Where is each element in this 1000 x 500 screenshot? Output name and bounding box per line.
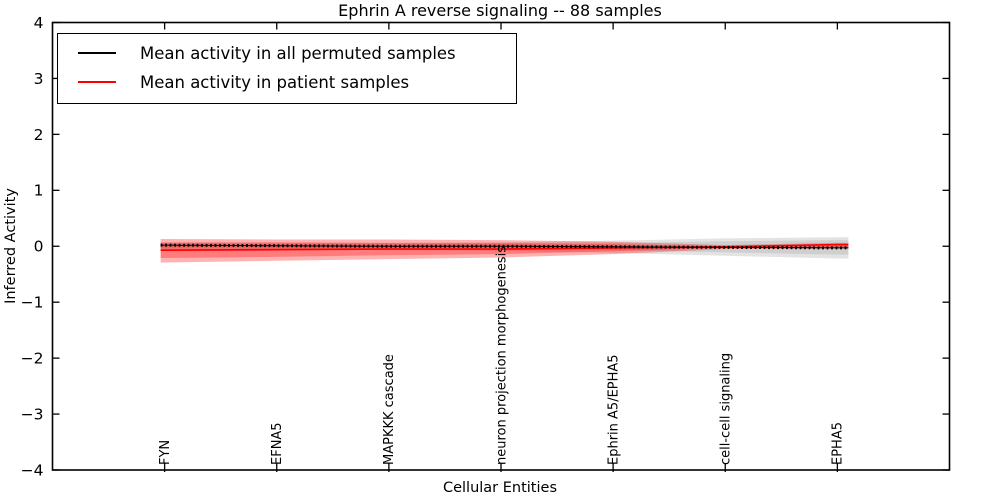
legend-label-permuted: Mean activity in all permuted samples xyxy=(140,43,456,63)
plot-border xyxy=(51,21,951,471)
permuted-mean-markers xyxy=(160,243,849,250)
x-tick-label: EPHA5 xyxy=(831,422,846,465)
legend-line-red-icon xyxy=(78,81,116,83)
x-tick-label: MAPKKK cascade xyxy=(382,354,397,465)
band-inner xyxy=(160,240,849,255)
y-tick-label: −3 xyxy=(21,405,44,423)
legend-item-permuted: Mean activity in all permuted samples xyxy=(70,42,506,64)
y-tick-label: 2 xyxy=(34,126,44,144)
x-tick-label: EFNA5 xyxy=(270,422,285,465)
legend-label-patient: Mean activity in patient samples xyxy=(140,72,410,92)
x-tick-label: FYN xyxy=(158,440,173,465)
series-lines xyxy=(160,243,849,252)
y-tick-label: −4 xyxy=(21,461,44,479)
patient-mean-line xyxy=(160,243,849,252)
x-tick-label: cell-cell signaling xyxy=(719,353,734,465)
band-outer xyxy=(160,237,849,259)
y-tick-label: 0 xyxy=(34,238,44,256)
y-tick-label: 4 xyxy=(34,14,44,32)
x-axis-label: Cellular Entities xyxy=(443,480,557,496)
chart-title: Ephrin A reverse signaling -- 88 samples xyxy=(338,1,662,20)
y-tick-label: 1 xyxy=(34,182,44,200)
y-tick-label: −1 xyxy=(21,294,44,312)
y-axis-label: Inferred Activity xyxy=(3,188,19,304)
legend-item-patient: Mean activity in patient samples xyxy=(70,71,506,93)
legend-line-black-icon xyxy=(78,52,116,54)
y-tick-label: 3 xyxy=(34,70,44,88)
axes: 4 3 2 1 0 −1 −2 −3 −4 FYN EFNA5 MAPKKK cascade neuro… xyxy=(21,14,951,479)
x-tick-label: Ephrin A5/EPHA5 xyxy=(606,354,621,465)
y-tick-label: −2 xyxy=(21,350,44,368)
x-tick-label: neuron projection morphogenesis xyxy=(494,246,509,465)
legend: Mean activity in all permuted samples Me… xyxy=(57,33,517,104)
